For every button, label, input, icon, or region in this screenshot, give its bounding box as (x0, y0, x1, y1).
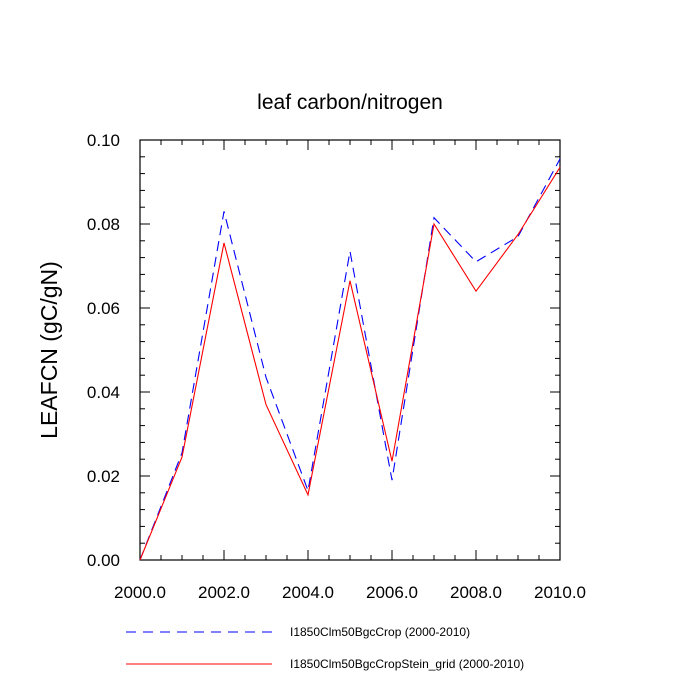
y-tick-label: 0.00 (87, 551, 120, 570)
y-tick-label: 0.10 (87, 131, 120, 150)
y-tick-label: 0.04 (87, 383, 120, 402)
y-tick-label: 0.02 (87, 467, 120, 486)
series-line-1 (139, 158, 561, 561)
y-tick-label: 0.06 (87, 299, 120, 318)
y-axis-label: LEAFCN (gC/gN) (36, 261, 62, 439)
series-layer (139, 158, 561, 561)
legend-label-1: I1850Clm50BgcCrop (2000-2010) (290, 625, 470, 639)
x-tick-label: 2004.0 (282, 583, 334, 602)
legend: I1850Clm50BgcCrop (2000-2010) I1850Clm50B… (126, 625, 524, 671)
x-tick-label: 2002.0 (198, 583, 250, 602)
x-tick-label: 2008.0 (450, 583, 502, 602)
y-tick-label: 0.08 (87, 215, 120, 234)
x-tick-label: 2000.0 (114, 583, 166, 602)
series-line-2 (139, 167, 561, 561)
x-tick-label: 2010.0 (534, 583, 586, 602)
axis-ticks: 2000.0 2002.0 2004.0 2006.0 2008.0 2010.0 0.00… (87, 131, 586, 602)
chart-title: leaf carbon/nitrogen (257, 91, 443, 114)
x-tick-label: 2006.0 (366, 583, 418, 602)
legend-label-2: I1850Clm50BgcCropStein_grid (2000-2010) (290, 657, 524, 671)
